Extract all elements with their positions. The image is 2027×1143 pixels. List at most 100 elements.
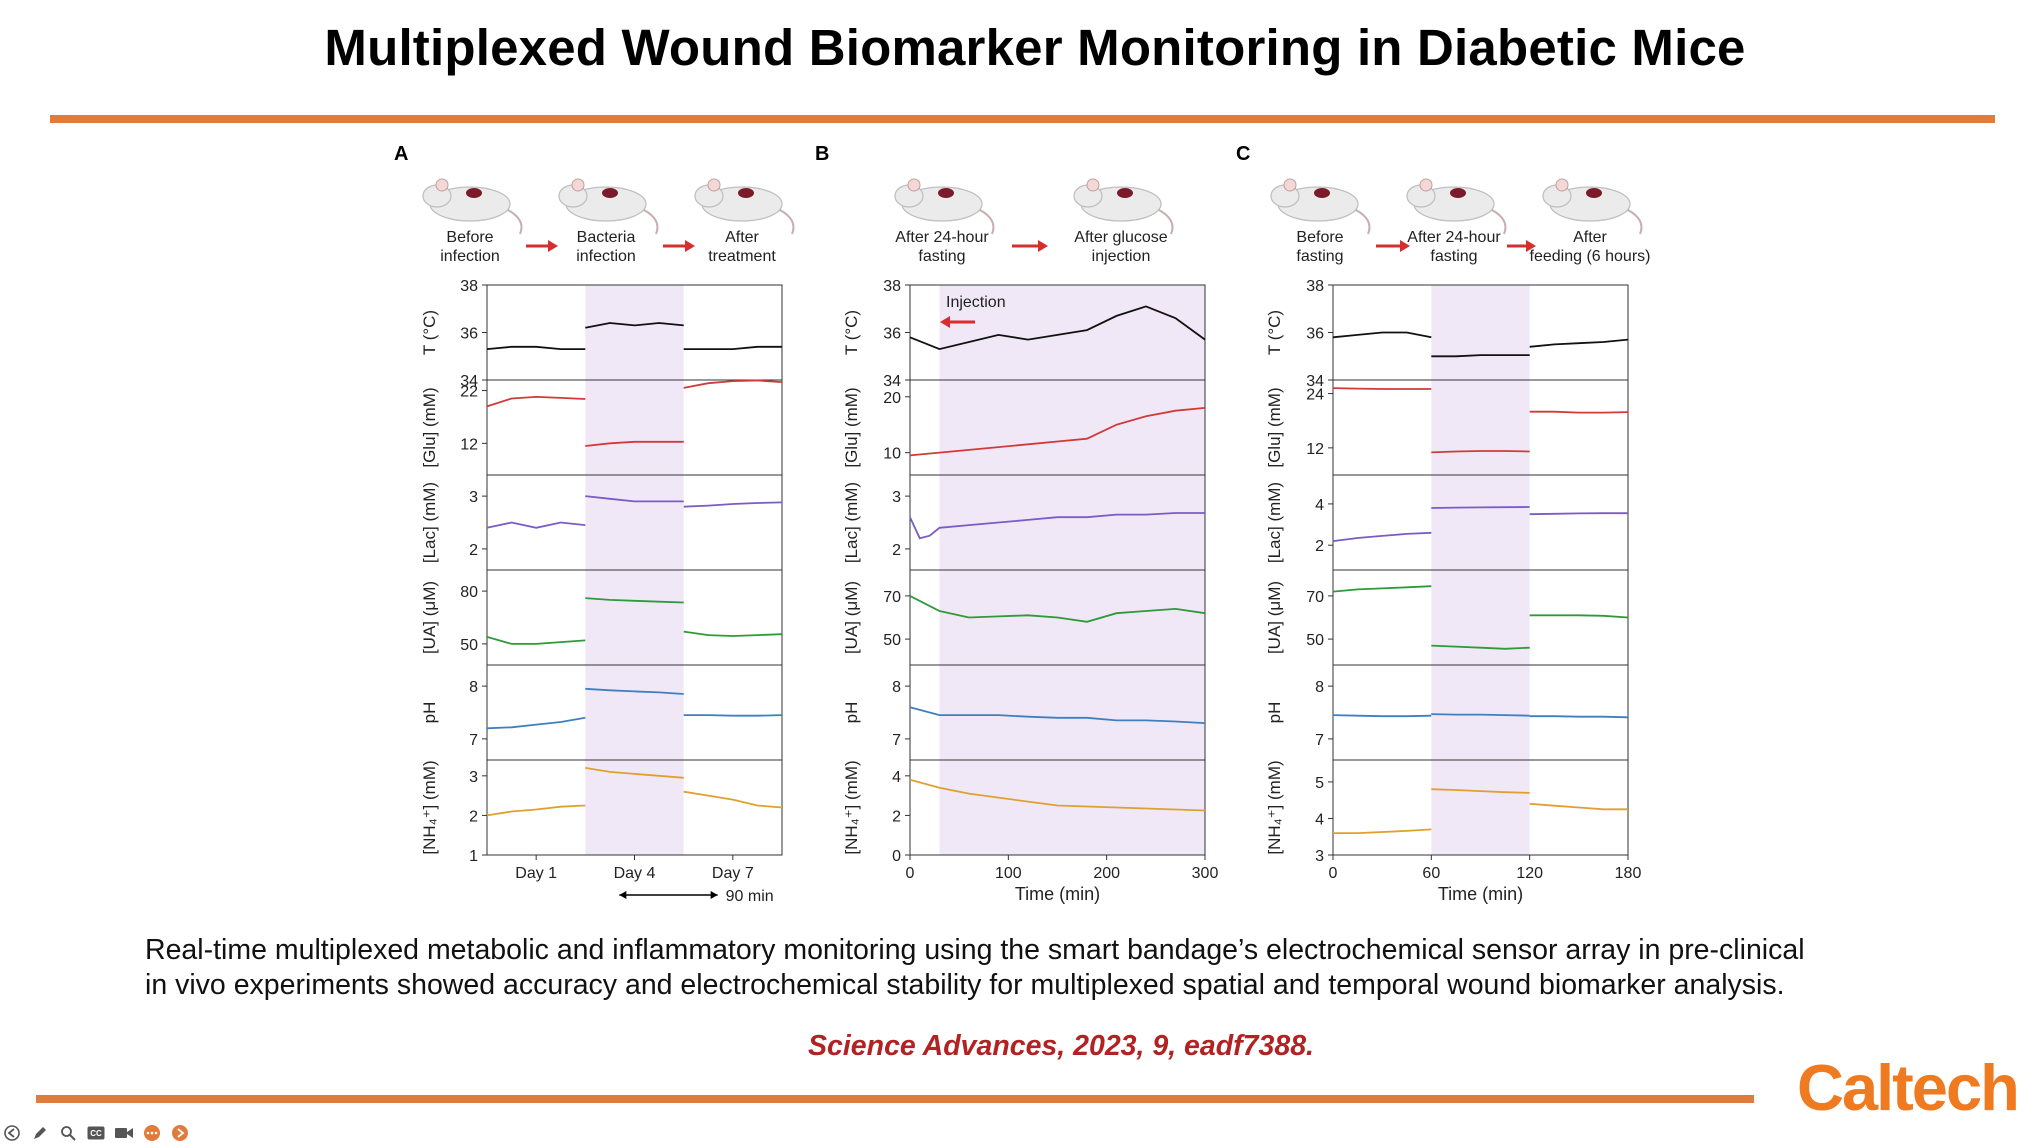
- y-tick-label: 80: [460, 584, 478, 601]
- mouse-illustration-wound: [1314, 188, 1330, 198]
- stage-label: fasting: [1296, 248, 1343, 265]
- scale-bar-arrow: [710, 891, 718, 899]
- y-tick-label: 20: [883, 390, 901, 407]
- y-tick-label: 10: [883, 446, 901, 463]
- mouse-illustration-tail: [979, 209, 995, 235]
- y-axis-label: pH: [420, 702, 439, 724]
- series-line: [585, 440, 684, 447]
- x-axis-label: Time (min): [1438, 884, 1523, 904]
- next-button[interactable]: [170, 1124, 190, 1142]
- camera-button[interactable]: [114, 1124, 134, 1142]
- video-camera-icon: [115, 1128, 133, 1138]
- x-tick-label: Day 4: [614, 865, 656, 882]
- panel-label-C: C: [1236, 143, 1250, 165]
- y-axis-label: T (°C): [1265, 310, 1284, 355]
- mouse-illustration-ear: [1419, 178, 1433, 192]
- stage-arrow-head: [548, 240, 558, 252]
- series-line: [683, 379, 783, 389]
- y-axis-label: [UA] (μM): [420, 581, 439, 654]
- y-axis-label: [Glu] (mM): [842, 387, 861, 467]
- series-line: [683, 790, 783, 809]
- more-button[interactable]: [142, 1124, 162, 1142]
- caption-line-2: in vivo experiments showed accuracy and …: [145, 969, 1785, 1001]
- y-axis-label: [Lac] (mM): [842, 482, 861, 563]
- svg-text:CC: CC: [90, 1129, 102, 1138]
- stage-label: feeding (6 hours): [1530, 248, 1651, 265]
- caption-line-1: Real-time multiplexed metabolic and infl…: [145, 934, 1805, 966]
- series-line: [909, 778, 1206, 812]
- y-tick-label: 2: [469, 542, 478, 559]
- figure-svg: A Before infection Bacteria infection After tr…: [394, 143, 1651, 905]
- y-axis-label: [Glu] (mM): [420, 387, 439, 467]
- series-line: [1431, 450, 1530, 454]
- series-line: [1431, 506, 1530, 509]
- mouse-illustration-tail: [1158, 209, 1174, 235]
- pen-button[interactable]: [30, 1124, 50, 1142]
- y-axis-label: [Lac] (mM): [420, 482, 439, 563]
- mouse-illustration: [1073, 178, 1174, 235]
- pen-icon: [34, 1127, 46, 1139]
- zoom-button[interactable]: [58, 1124, 78, 1142]
- stage-arrow-head: [1038, 240, 1048, 252]
- y-axis-label: [NH₄⁺] (mM): [1265, 760, 1284, 854]
- y-tick-label: 22: [460, 384, 478, 401]
- captions-button[interactable]: CC: [86, 1124, 106, 1142]
- series-line: [1332, 387, 1432, 390]
- y-tick-label: 0: [892, 848, 901, 865]
- mouse-illustration: [1406, 178, 1507, 235]
- mouse-illustration-tail: [1355, 209, 1371, 235]
- stage-label: fasting: [1430, 248, 1477, 265]
- x-tick-label: 180: [1615, 865, 1642, 882]
- stage-arrow-head: [1400, 240, 1410, 252]
- y-tick-label: 38: [460, 278, 478, 295]
- stage-label: Before: [1296, 229, 1343, 246]
- y-tick-label: 7: [469, 732, 478, 749]
- series-line: [585, 767, 684, 779]
- y-tick-label: 2: [892, 542, 901, 559]
- y-tick-label: 34: [1306, 373, 1324, 390]
- y-tick-label: 4: [1315, 811, 1324, 828]
- mouse-illustration-tail: [779, 209, 795, 235]
- mouse-illustration-wound: [466, 188, 482, 198]
- mouse-illustration-ear: [435, 178, 449, 192]
- mouse-illustration-wound: [1117, 188, 1133, 198]
- viewer-toolbar: CC: [2, 1123, 190, 1143]
- series-line: [1529, 512, 1628, 516]
- y-tick-label: 3: [1315, 848, 1324, 865]
- y-tick-label: 24: [1306, 387, 1324, 404]
- mouse-illustration-tail: [507, 209, 523, 235]
- y-tick-label: 34: [460, 373, 478, 390]
- y-axis-label: [UA] (μM): [1265, 581, 1284, 654]
- caltech-logo: Caltech: [1797, 1051, 2020, 1124]
- y-axis-label: [NH₄⁺] (mM): [842, 760, 861, 854]
- series-line: [909, 512, 1205, 540]
- mouse-illustration-ear: [571, 178, 585, 192]
- y-axis-label: T (°C): [842, 310, 861, 355]
- y-axis-label: pH: [1265, 702, 1284, 724]
- stage-label: infection: [576, 248, 636, 265]
- y-axis-label: pH: [842, 702, 861, 724]
- more-icon: [144, 1125, 160, 1141]
- mouse-illustration-wound: [602, 188, 618, 198]
- mouse-illustration-ear: [1283, 178, 1297, 192]
- stage-label: After: [725, 229, 759, 246]
- citation: Science Advances, 2023, 9, eadf7388.: [808, 1030, 1314, 1062]
- figure-panels: A Before infection Bacteria infection After tr…: [380, 136, 1700, 916]
- series-line: [486, 804, 586, 817]
- series-line: [486, 345, 586, 351]
- back-button[interactable]: [2, 1124, 22, 1142]
- stage-label: Before: [446, 229, 493, 246]
- slide-caption: Real-time multiplexed metabolic and infl…: [145, 933, 1945, 1003]
- mouse-illustration-ear: [1555, 178, 1569, 192]
- x-tick-label: Day 1: [515, 865, 557, 882]
- stage-arrow-head: [685, 240, 695, 252]
- scale-bar-label: 90 min: [726, 888, 774, 905]
- y-tick-label: 2: [469, 808, 478, 825]
- series-line: [1332, 585, 1432, 593]
- series-line: [683, 501, 783, 508]
- x-tick-label: 200: [1093, 865, 1120, 882]
- y-tick-label: 1: [469, 848, 478, 865]
- mouse-illustration-tail: [1491, 209, 1507, 235]
- y-tick-label: 38: [883, 278, 901, 295]
- series-line: [1431, 788, 1530, 794]
